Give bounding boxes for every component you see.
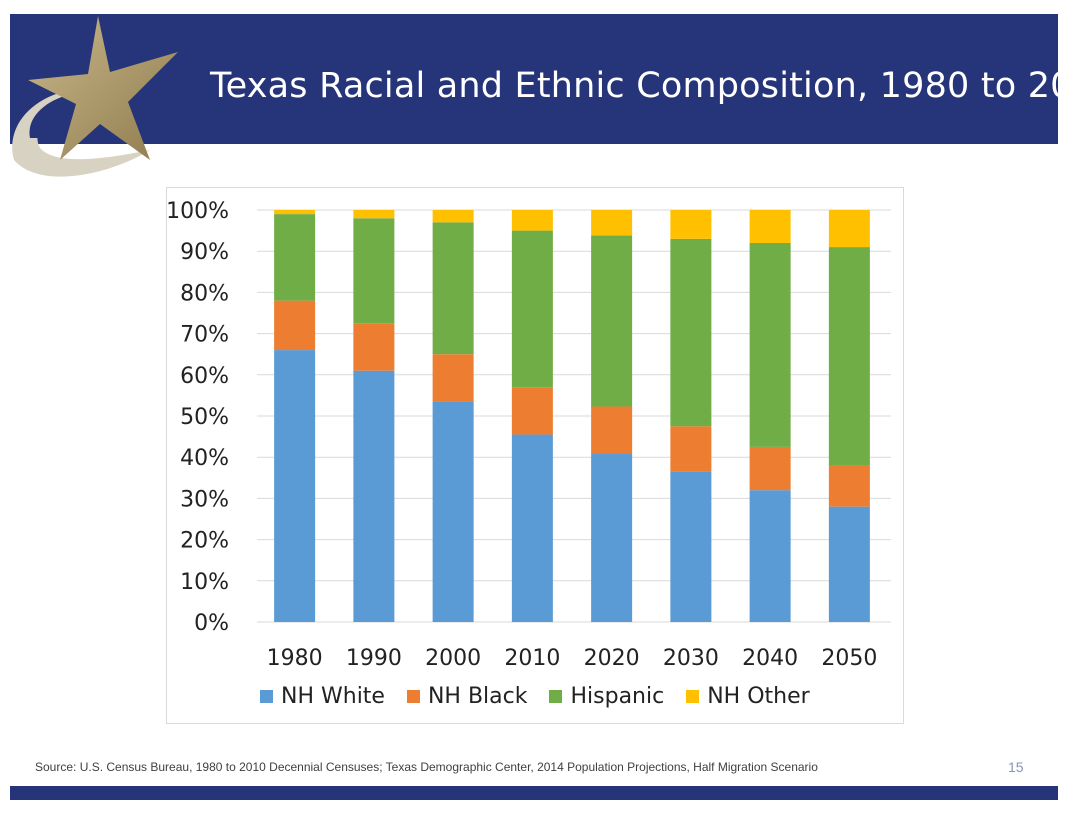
bar-segment <box>670 210 712 239</box>
legend-swatch <box>260 689 273 703</box>
bar-segment <box>828 247 870 466</box>
y-tick-label: 70% <box>180 323 229 348</box>
legend-swatch <box>406 689 420 703</box>
chart-legend: NH White NH Black Hispanic NH Other <box>260 683 832 709</box>
bar-segment <box>511 434 553 622</box>
bar-segment <box>591 210 633 236</box>
x-tick-label: 1980 <box>267 646 323 671</box>
legend-item: Hispanic <box>549 684 664 709</box>
legend-label: NH White <box>281 683 385 709</box>
x-tick-label: 2040 <box>742 646 798 671</box>
x-tick-label: 2010 <box>504 646 560 671</box>
bar-segment <box>432 210 474 223</box>
bar-segment <box>511 230 553 388</box>
y-tick-label: 80% <box>180 281 229 306</box>
bar-segment <box>432 401 474 622</box>
legend-item: NH White <box>260 684 385 709</box>
bar-segment <box>353 370 395 622</box>
bar-segment <box>511 387 553 435</box>
page-number: 15 <box>1008 759 1024 775</box>
y-tick-label: 10% <box>180 570 229 595</box>
stacked-bar-chart: 0% 10% 20% 30% 40% 50% 60% 70% 80% 90% 100% 1980 199… <box>167 199 891 671</box>
legend-label: NH Black <box>427 683 528 709</box>
bar-segment <box>591 235 633 407</box>
y-tick-label: 0% <box>194 611 229 636</box>
legend-swatch <box>549 689 563 703</box>
bar-segment <box>274 214 316 301</box>
bar-segment <box>274 210 316 215</box>
y-tick-label: 60% <box>180 364 229 389</box>
x-tick-label: 1990 <box>346 646 402 671</box>
legend-item: NH Other <box>686 683 810 709</box>
y-tick-label: 90% <box>180 240 229 265</box>
bar-segment <box>828 465 870 507</box>
bar-segment <box>353 323 395 371</box>
title-banner: Texas Racial and Ethnic Composition, 198… <box>10 14 1066 144</box>
bar-segment <box>828 210 870 248</box>
x-tick-label: 2000 <box>425 646 481 671</box>
y-tick-label: 40% <box>180 446 229 471</box>
bar-segment <box>274 300 316 351</box>
bar-segment <box>511 210 553 231</box>
chart-panel: 0% 10% 20% 30% 40% 50% 60% 70% 80% 90% 100% 1980 199… <box>166 187 904 724</box>
bar-segment <box>353 218 395 324</box>
star-logo-icon <box>12 16 178 177</box>
x-tick-label: 2050 <box>821 646 877 671</box>
legend-swatch <box>686 689 700 703</box>
bar-segment <box>670 426 712 472</box>
y-tick-label: 50% <box>180 405 229 430</box>
x-tick-label: 2020 <box>584 646 640 671</box>
bar-segment <box>591 453 633 622</box>
x-tick-label: 2030 <box>663 646 719 671</box>
source-note: Source: U.S. Census Bureau, 1980 to 2010… <box>35 760 818 774</box>
bar-segment <box>749 242 791 447</box>
bar-segment <box>670 238 712 427</box>
bar-segment <box>432 354 474 402</box>
bar-segment <box>749 210 791 243</box>
y-tick-label: 20% <box>180 529 229 554</box>
slide-title: Texas Racial and Ethnic Composition, 198… <box>210 66 1066 106</box>
bar-segment <box>591 406 633 454</box>
legend-label: Hispanic <box>570 683 665 709</box>
bar-segment <box>670 471 712 622</box>
legend-label: NH Other <box>707 683 810 709</box>
bar-segment <box>749 446 791 491</box>
bar-segment <box>432 222 474 355</box>
legend-item: NH Black <box>406 683 528 709</box>
bar-segment <box>274 350 316 622</box>
bar-segment <box>749 490 791 622</box>
bar-segment <box>353 210 395 219</box>
footer-bar <box>10 786 1058 800</box>
y-tick-label: 30% <box>180 487 229 512</box>
y-tick-label: 100% <box>167 199 229 224</box>
bar-segment <box>828 506 870 622</box>
